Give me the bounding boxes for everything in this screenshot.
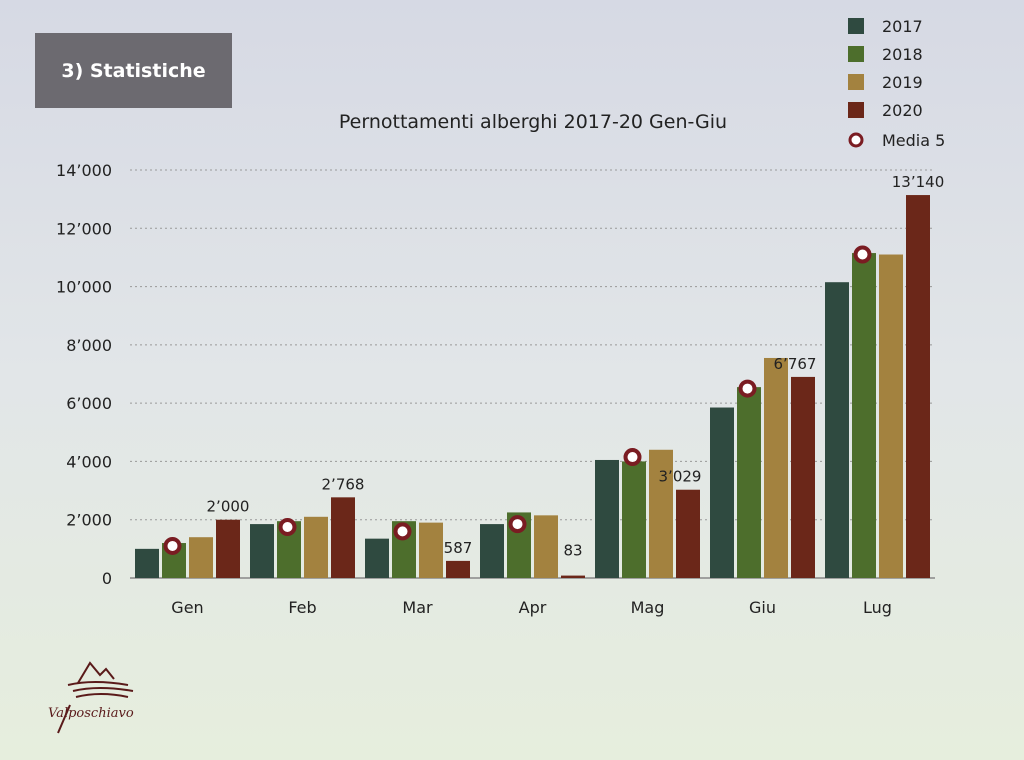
media-marker [853,245,872,264]
y-tick-label: 2’000 [66,511,112,530]
bar-2020-Gen [216,519,240,578]
bar-2017-Giu [710,407,734,578]
media-marker [738,379,757,398]
bar-2019-Gen [189,537,213,578]
data-label: 587 [444,539,473,557]
data-label: 13’140 [892,173,945,191]
bar-2018-Mag [622,461,646,578]
bar-2018-Lug [852,253,876,579]
media-marker [623,448,642,467]
bar-2017-Feb [250,524,274,578]
bar-2019-Giu [764,357,788,578]
data-label: 83 [563,542,582,560]
valposchiavo-logo: Valposchiavo [48,661,134,734]
bar-2020-Mag [676,489,700,578]
bar-2019-Feb [304,516,328,578]
y-tick-label: 8’000 [66,336,112,355]
data-label: 3’029 [659,468,702,486]
bar-2020-Mar [446,560,470,578]
bar-2017-Apr [480,524,504,578]
y-tick-label: 10’000 [56,278,112,297]
bar-2018-Giu [737,387,761,578]
bar-2019-Apr [534,515,558,578]
x-tick-label: Lug [863,598,892,617]
media-marker [393,522,412,541]
bar-2019-Mag [649,449,673,578]
legend-swatch-2017 [848,18,864,34]
legend-swatch-2018 [848,46,864,62]
legend-label: 2020 [882,101,923,120]
data-label: 2’000 [207,498,250,516]
bar-2017-Lug [825,282,849,578]
bar-2019-Lug [879,254,903,578]
legend-swatch-2019 [848,74,864,90]
media-marker [508,515,527,534]
bar-2020-Giu [791,376,815,578]
legend-label: 2019 [882,73,923,92]
x-tick-label: Gen [171,598,203,617]
bar-2020-Apr [561,575,585,578]
y-tick-label: 14’000 [56,161,112,180]
media-marker [163,536,182,555]
y-tick-label: 12’000 [56,219,112,238]
bar-2017-Mar [365,538,389,578]
x-tick-label: Giu [749,598,776,617]
svg-text:Valposchiavo: Valposchiavo [48,706,134,721]
bar-2020-Lug [906,195,930,578]
legend-swatch-2020 [848,102,864,118]
data-label: 6’767 [774,355,817,373]
x-tick-label: Feb [288,598,316,617]
y-tick-label: 0 [102,569,112,588]
x-tick-label: Mag [631,598,665,617]
legend-media-marker [848,132,864,148]
bar-2017-Gen [135,548,159,578]
bar-2017-Mag [595,459,619,578]
media-marker [278,518,297,536]
bar-2020-Feb [331,497,355,578]
legend-label: 2018 [882,45,923,64]
y-tick-label: 6’000 [66,394,112,413]
y-tick-label: 4’000 [66,452,112,471]
bar-2019-Mar [419,522,443,578]
legend-label: 2017 [882,17,923,36]
section-title: 3) Statistiche [35,33,232,108]
chart-title: Pernottamenti alberghi 2017-20 Gen-Giu [339,111,727,133]
x-tick-label: Apr [519,598,547,617]
data-label: 2’768 [322,475,365,493]
legend-label: Media 5 [882,131,945,150]
x-tick-label: Mar [402,598,433,617]
